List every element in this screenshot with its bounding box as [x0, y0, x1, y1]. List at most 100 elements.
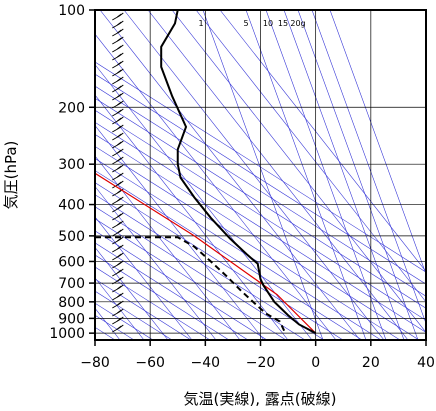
wind-barb: [112, 276, 124, 285]
wind-barb: [112, 84, 124, 93]
wind-barbs: [112, 12, 124, 333]
x-tick-label: 0: [311, 355, 320, 371]
moist-adiabat-line: [95, 277, 145, 340]
y-tick-label: 900: [58, 311, 85, 327]
moist-adiabat-line: [95, 216, 193, 340]
dry-adiabat-line: [95, 182, 344, 340]
dry-adiabat-line: [95, 218, 287, 340]
y-tick-label: 400: [58, 198, 85, 214]
dry-adiabat-line: [95, 85, 426, 297]
y-tick-label: 800: [58, 295, 85, 311]
wind-barb: [112, 76, 124, 85]
wind-barb: [112, 28, 124, 37]
y-tick-label: 1000: [49, 326, 85, 342]
moist-adiabat-line: [95, 155, 241, 340]
mixing-ratio-label: 10: [263, 19, 273, 28]
wind-barb: [112, 52, 124, 61]
wind-barb: [112, 308, 124, 317]
dry-adiabat-line: [95, 61, 426, 273]
mixing-ratio-line: [245, 10, 367, 340]
y-tick-label: 100: [58, 3, 85, 19]
temperature-line: [160, 10, 317, 335]
dry-adiabat-line: [95, 278, 192, 340]
wind-barb: [112, 172, 124, 181]
y-tick-label: 600: [58, 254, 85, 270]
mixing-ratio-line: [329, 10, 426, 275]
dry-adiabat-line: [95, 290, 173, 340]
dry-adiabat-line: [95, 254, 230, 340]
moist-adiabat-line: [147, 10, 409, 340]
dry-adiabat-line: [95, 170, 363, 340]
dry-adiabat-line: [95, 194, 325, 340]
dry-adiabat-line: [95, 242, 249, 340]
moist-adiabat-line: [95, 33, 337, 340]
mixing-ratio-label: 20g: [290, 19, 305, 28]
x-tick-label: 40: [417, 355, 435, 371]
x-tick-label: −40: [191, 355, 221, 371]
wind-barb: [112, 324, 124, 333]
wind-barb: [112, 92, 124, 101]
dry-adiabat-line: [95, 146, 401, 340]
wind-barb: [112, 300, 124, 309]
wind-barb: [112, 204, 124, 213]
mixing-ratio-line: [202, 10, 324, 340]
wind-barb: [112, 212, 124, 221]
wind-barb: [112, 44, 124, 53]
dry-adiabat-line: [95, 97, 426, 309]
wind-barb: [112, 196, 124, 205]
y-tick-label: 200: [58, 100, 85, 116]
wind-barb: [112, 116, 124, 125]
y-tick-label: 300: [58, 157, 85, 173]
dewpoint-line: [95, 236, 287, 334]
wind-barb: [112, 108, 124, 117]
wind-barb: [112, 132, 124, 141]
dry-adiabat-line: [95, 266, 211, 340]
wind-barb: [112, 244, 124, 253]
moist-adiabat-line: [95, 246, 169, 340]
y-tick-label: 700: [58, 276, 85, 292]
wind-barb: [112, 12, 124, 21]
sounding-series: [95, 10, 317, 335]
moist-adiabat-line: [123, 10, 385, 340]
parcel-path-line: [95, 172, 317, 334]
x-axis-ticks: −80 −60 −40 −20 0 20 40: [80, 340, 435, 371]
dry-adiabat-line: [95, 158, 382, 340]
wind-barb: [112, 252, 124, 261]
moist-adiabat-line: [219, 10, 426, 272]
moist-adiabat-line: [95, 125, 265, 340]
mixing-ratio-labels: 1 5 10 15 20g: [198, 19, 305, 28]
dry-adiabat-line: [95, 109, 426, 321]
mixing-ratio-label: 5: [243, 19, 248, 28]
wind-barb: [112, 284, 124, 293]
y-tick-label: 500: [58, 229, 85, 245]
moist-adiabat-line: [95, 94, 289, 340]
wind-barb: [112, 220, 124, 229]
mixing-ratio-label: 15: [278, 19, 288, 28]
x-tick-label: 20: [362, 355, 380, 371]
dry-adiabat-line: [95, 230, 268, 340]
wind-barb: [112, 148, 124, 157]
x-tick-label: −80: [80, 355, 110, 371]
mixing-ratio-line: [311, 10, 426, 325]
y-axis-title: 気圧(hPa): [2, 141, 20, 210]
moist-adiabat-line: [99, 10, 361, 340]
mixing-ratio-lines: [202, 10, 426, 340]
dry-adiabat-line: [95, 134, 420, 340]
x-tick-label: −60: [135, 355, 165, 371]
wind-barb: [112, 60, 124, 69]
moist-adiabat-line: [171, 10, 426, 333]
wind-barb: [112, 164, 124, 173]
x-axis-title: 気温(実線), 露点(破線): [184, 390, 337, 408]
dry-adiabat-line: [95, 206, 306, 340]
wind-barb: [112, 260, 124, 269]
moist-adiabat-line: [95, 185, 217, 340]
wind-barb: [112, 156, 124, 165]
wind-barb: [112, 268, 124, 277]
wind-barb: [112, 316, 124, 325]
x-tick-label: −20: [246, 355, 276, 371]
wind-barb: [112, 68, 124, 77]
mixing-ratio-label: 1: [198, 19, 203, 28]
wind-barb: [112, 140, 124, 149]
